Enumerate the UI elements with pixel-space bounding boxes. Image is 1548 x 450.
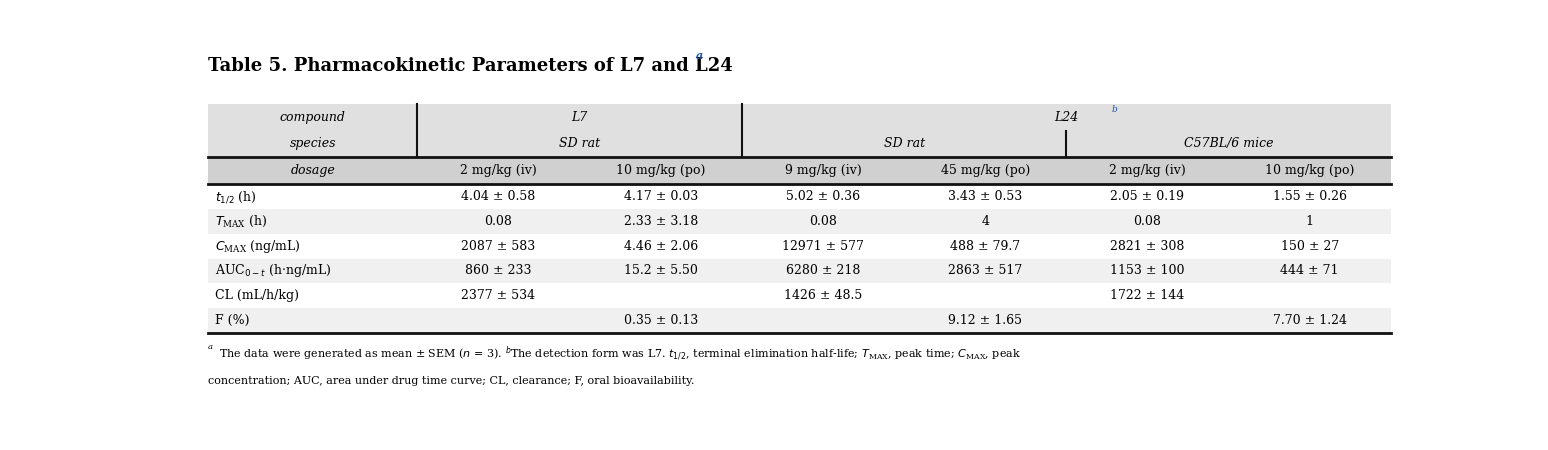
Text: a: a	[207, 343, 214, 351]
Text: $t_{1/2}$ (h): $t_{1/2}$ (h)	[215, 189, 257, 204]
Text: The data were generated as mean $\pm$ SEM ($n$ = 3). $^b$The detection form was : The data were generated as mean $\pm$ SE…	[218, 344, 1020, 363]
Bar	[207, 104, 1390, 130]
Text: concentration; AUC, area under drug time curve; CL, clearance; F, oral bioavaila: concentration; AUC, area under drug time…	[207, 377, 694, 387]
Text: 3.43 ± 0.53: 3.43 ± 0.53	[947, 190, 1022, 203]
Text: SD rat: SD rat	[559, 137, 601, 150]
Text: 2.05 ± 0.19: 2.05 ± 0.19	[1110, 190, 1184, 203]
Text: 2087 ± 583: 2087 ± 583	[461, 240, 536, 253]
Text: L7: L7	[571, 111, 588, 124]
Text: 1153 ± 100: 1153 ± 100	[1110, 265, 1184, 278]
Text: 9 mg/kg (iv): 9 mg/kg (iv)	[785, 164, 861, 177]
Text: 444 ± 71: 444 ± 71	[1280, 265, 1339, 278]
Text: CL (mL/h/kg): CL (mL/h/kg)	[215, 289, 299, 302]
Bar	[207, 184, 1390, 209]
Bar	[207, 130, 1390, 157]
Text: b: b	[1111, 105, 1118, 114]
Text: 10 mg/kg (po): 10 mg/kg (po)	[1265, 164, 1354, 177]
Text: 15.2 ± 5.50: 15.2 ± 5.50	[624, 265, 698, 278]
Text: 5.02 ± 0.36: 5.02 ± 0.36	[786, 190, 861, 203]
Text: AUC$_{0-t}$ (h$\cdot$ng/mL): AUC$_{0-t}$ (h$\cdot$ng/mL)	[215, 262, 331, 279]
Text: 4.46 ± 2.06: 4.46 ± 2.06	[624, 240, 698, 253]
Text: 2863 ± 517: 2863 ± 517	[947, 265, 1022, 278]
Text: 2 mg/kg (iv): 2 mg/kg (iv)	[1108, 164, 1186, 177]
Text: 6280 ± 218: 6280 ± 218	[786, 265, 861, 278]
Bar	[207, 259, 1390, 284]
Text: 4.17 ± 0.03: 4.17 ± 0.03	[624, 190, 698, 203]
Text: a: a	[697, 50, 703, 61]
Text: 4: 4	[981, 215, 989, 228]
Text: 4.04 ± 0.58: 4.04 ± 0.58	[461, 190, 536, 203]
Text: compound: compound	[280, 111, 345, 124]
Bar	[207, 209, 1390, 234]
Text: 488 ± 79.7: 488 ± 79.7	[950, 240, 1020, 253]
Bar	[207, 308, 1390, 333]
Text: dosage: dosage	[291, 164, 334, 177]
Text: 860 ± 233: 860 ± 233	[466, 265, 533, 278]
Bar	[207, 234, 1390, 259]
Text: 0.08: 0.08	[1133, 215, 1161, 228]
Text: SD rat: SD rat	[884, 137, 924, 150]
Text: 1: 1	[1305, 215, 1314, 228]
Text: 150 ± 27: 150 ± 27	[1280, 240, 1339, 253]
Text: $T_{\mathregular{MAX}}$ (h): $T_{\mathregular{MAX}}$ (h)	[215, 214, 268, 229]
Bar	[207, 157, 1390, 184]
Text: F (%): F (%)	[215, 314, 249, 327]
Text: 2821 ± 308: 2821 ± 308	[1110, 240, 1184, 253]
Text: 0.08: 0.08	[810, 215, 837, 228]
Text: species: species	[289, 137, 336, 150]
Bar	[207, 284, 1390, 308]
Text: 10 mg/kg (po): 10 mg/kg (po)	[616, 164, 706, 177]
Text: 9.12 ± 1.65: 9.12 ± 1.65	[949, 314, 1022, 327]
Text: 45 mg/kg (po): 45 mg/kg (po)	[941, 164, 1029, 177]
Text: 2377 ± 534: 2377 ± 534	[461, 289, 536, 302]
Text: C57BL/6 mice: C57BL/6 mice	[1184, 137, 1274, 150]
Text: 2 mg/kg (iv): 2 mg/kg (iv)	[460, 164, 537, 177]
Text: 0.08: 0.08	[485, 215, 512, 228]
Text: $C_{\mathregular{MAX}}$ (ng/mL): $C_{\mathregular{MAX}}$ (ng/mL)	[215, 238, 300, 255]
Text: 1722 ± 144: 1722 ± 144	[1110, 289, 1184, 302]
Text: 7.70 ± 1.24: 7.70 ± 1.24	[1272, 314, 1347, 327]
Text: L24: L24	[1054, 111, 1079, 124]
Text: 12971 ± 577: 12971 ± 577	[782, 240, 864, 253]
Text: 0.35 ± 0.13: 0.35 ± 0.13	[624, 314, 698, 327]
Text: 1.55 ± 0.26: 1.55 ± 0.26	[1272, 190, 1347, 203]
Text: 2.33 ± 3.18: 2.33 ± 3.18	[624, 215, 698, 228]
Text: Table 5. Pharmacokinetic Parameters of L7 and L24: Table 5. Pharmacokinetic Parameters of L…	[207, 57, 732, 75]
Text: 1426 ± 48.5: 1426 ± 48.5	[783, 289, 862, 302]
